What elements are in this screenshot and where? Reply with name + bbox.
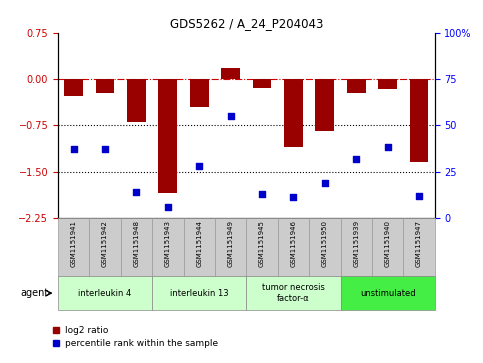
Text: GSM1151946: GSM1151946 xyxy=(290,220,297,267)
Text: GSM1151941: GSM1151941 xyxy=(71,220,77,267)
Bar xyxy=(378,79,397,89)
Point xyxy=(164,204,172,209)
Bar xyxy=(410,79,428,162)
Point xyxy=(195,163,203,169)
Point xyxy=(133,189,141,195)
Bar xyxy=(190,79,209,107)
Text: GSM1151945: GSM1151945 xyxy=(259,220,265,267)
Point xyxy=(353,156,360,162)
Text: GSM1151950: GSM1151950 xyxy=(322,220,328,267)
Text: tumor necrosis
factor-α: tumor necrosis factor-α xyxy=(262,284,325,303)
Point xyxy=(227,113,235,119)
Text: agent: agent xyxy=(20,288,48,298)
Bar xyxy=(221,68,240,79)
Point xyxy=(415,193,423,199)
Point xyxy=(101,146,109,152)
Text: GSM1151940: GSM1151940 xyxy=(384,220,391,267)
Text: interleukin 13: interleukin 13 xyxy=(170,289,228,298)
Text: log2 ratio: log2 ratio xyxy=(65,326,109,335)
Bar xyxy=(347,79,366,93)
Bar xyxy=(158,79,177,193)
Text: GSM1151949: GSM1151949 xyxy=(227,220,234,267)
Text: GSM1151943: GSM1151943 xyxy=(165,220,171,267)
Text: GSM1151948: GSM1151948 xyxy=(133,220,140,267)
Text: GSM1151942: GSM1151942 xyxy=(102,220,108,267)
Text: unstimulated: unstimulated xyxy=(360,289,415,298)
Text: GSM1151939: GSM1151939 xyxy=(353,220,359,267)
Text: interleukin 4: interleukin 4 xyxy=(78,289,132,298)
Text: GSM1151944: GSM1151944 xyxy=(196,220,202,267)
Text: percentile rank within the sample: percentile rank within the sample xyxy=(65,339,218,347)
Bar xyxy=(315,79,334,131)
Bar xyxy=(64,79,83,96)
Point xyxy=(321,180,328,185)
Point xyxy=(290,195,298,200)
Title: GDS5262 / A_24_P204043: GDS5262 / A_24_P204043 xyxy=(170,17,323,30)
Bar xyxy=(96,79,114,93)
Point xyxy=(70,146,78,152)
Point xyxy=(384,144,392,150)
Bar xyxy=(284,79,303,147)
Point xyxy=(258,191,266,197)
Bar xyxy=(253,79,271,88)
Text: GSM1151947: GSM1151947 xyxy=(416,220,422,267)
Bar xyxy=(127,79,146,122)
